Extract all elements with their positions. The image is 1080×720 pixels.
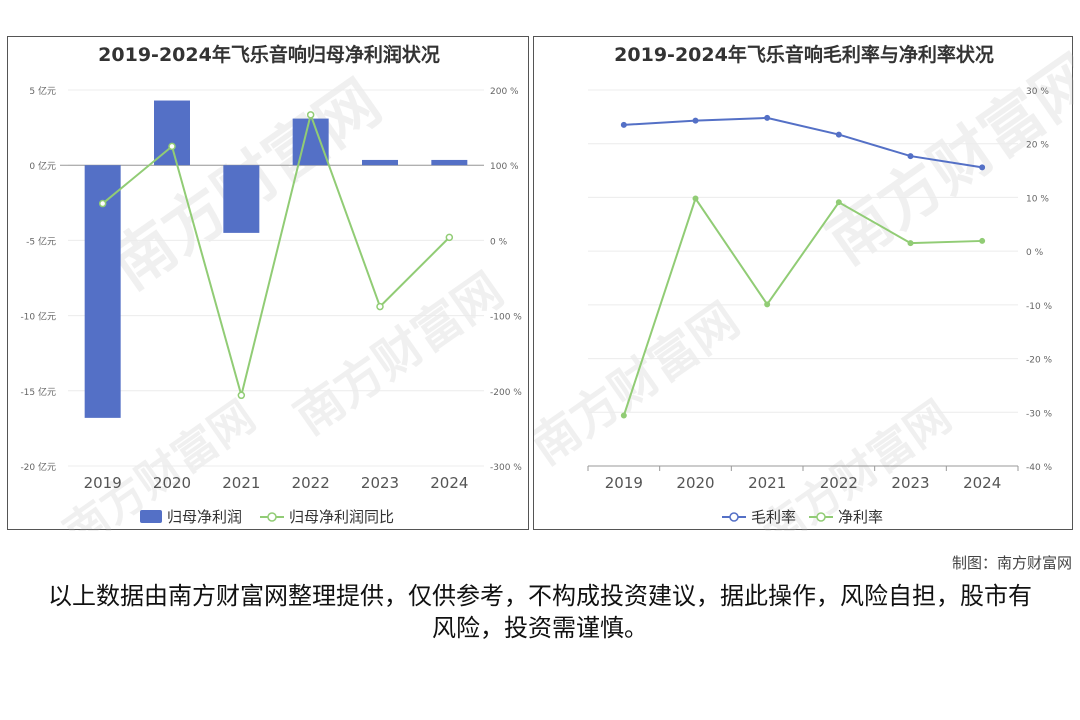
- legend-swatch-bar: [140, 510, 162, 523]
- x-axis-label: 2022: [292, 474, 330, 492]
- right-axis-tick-label: -30 %: [1026, 409, 1053, 419]
- yoy-point-2024: [445, 233, 454, 242]
- yoy-point-2021: [237, 391, 246, 400]
- legend-label-line: 归母净利润同比: [289, 508, 394, 526]
- left-axis-tick-label: -10 亿元: [20, 311, 56, 323]
- series-point-0-2020: [692, 117, 699, 124]
- x-axis-label: 2019: [84, 474, 122, 492]
- yoy-point-2019: [98, 199, 107, 208]
- x-axis-label: 2022: [820, 474, 858, 492]
- bar-2024: [431, 159, 468, 166]
- x-axis-label: 2024: [430, 474, 468, 492]
- right-axis-tick-label: -200 %: [490, 388, 522, 398]
- right-axis-tick-label: -20 %: [1026, 356, 1053, 366]
- chart-title: 2019-2024年飞乐音响归母净利润状况: [98, 43, 440, 66]
- right-axis-tick-label: 30 %: [1026, 87, 1049, 97]
- series-point-0-2021: [764, 114, 771, 121]
- series-point-0-2023: [907, 153, 914, 160]
- watermark-2: 南方财富网: [534, 292, 749, 476]
- bar-2019: [84, 165, 121, 418]
- series-point-1-2024: [979, 237, 986, 244]
- legend-label-0: 毛利率: [751, 508, 796, 526]
- series-line-0: [623, 116, 983, 169]
- yoy-point-2020: [168, 142, 176, 151]
- margin-chart: 南方财富网南方财富网南方财富网2019-2024年飞乐音响毛利率与净利率状况30…: [534, 41, 1074, 531]
- x-axis-label: 2023: [891, 474, 929, 492]
- yoy-line: [102, 111, 451, 400]
- right-axis-tick-label: 0 %: [490, 237, 508, 247]
- right-axis-tick-label: 10 %: [1026, 194, 1049, 204]
- x-axis-label: 2024: [963, 474, 1001, 492]
- left-axis-tick-label: -20 亿元: [20, 461, 56, 473]
- right-axis-tick-label: 20 %: [1026, 141, 1049, 151]
- right-axis-tick-label: -100 %: [490, 313, 522, 323]
- right-axis-tick-label: 100 %: [490, 162, 519, 172]
- left-axis-tick-label: -5 亿元: [26, 235, 56, 247]
- right-axis-tick-label: -10 %: [1026, 302, 1053, 312]
- right-axis-tick-label: 0 %: [1026, 248, 1044, 258]
- left-axis-tick-label: 5 亿元: [29, 85, 56, 97]
- left-axis-tick-label: -15 亿元: [20, 386, 56, 398]
- series-point-1-2019: [620, 412, 627, 419]
- x-axis-label: 2023: [361, 474, 399, 492]
- legend-swatch-marker-0: [729, 512, 739, 522]
- x-axis-label: 2020: [153, 474, 191, 492]
- watermark-2: 南方财富网: [284, 262, 513, 446]
- right-axis-tick-label: 200 %: [490, 87, 519, 97]
- yoy-point-2022: [306, 111, 315, 119]
- series-line-1: [622, 196, 983, 416]
- series-point-1-2022: [835, 199, 842, 206]
- disclaimer-text: 以上数据由南方财富网整理提供，仅供参考，不构成投资建议，据此操作，风险自担，股市…: [48, 582, 1032, 642]
- series-point-1-2021: [764, 301, 771, 308]
- credit-label: 制图：南方财富网: [951, 554, 1072, 572]
- bar-2023: [362, 159, 398, 166]
- x-axis-label: 2019: [605, 474, 643, 492]
- legend-label-1: 净利率: [838, 508, 883, 526]
- series-point-1-2020: [692, 195, 699, 202]
- yoy-point-2023: [376, 302, 384, 311]
- series-point-0-2024: [979, 164, 986, 171]
- legend-swatch-marker-1: [816, 512, 826, 522]
- series-point-1-2023: [907, 240, 914, 247]
- left-axis-tick-label: 0 亿元: [29, 160, 56, 172]
- bar-2022: [292, 118, 329, 166]
- x-axis-label: 2021: [748, 474, 786, 492]
- legend-swatch-line-marker: [267, 512, 277, 522]
- x-axis-label: 2021: [222, 474, 260, 492]
- right-axis-tick-label: -300 %: [490, 463, 522, 473]
- series-point-0-2019: [620, 121, 627, 128]
- x-axis-label: 2020: [676, 474, 714, 492]
- chart-title: 2019-2024年飞乐音响毛利率与净利率状况: [614, 43, 994, 66]
- chart-panel-margin: 南方财富网 南方财富网 南方财富网 2019-2024年飞乐音响毛利率与净利率状况 30…: [533, 36, 1074, 531]
- bar-2021: [223, 165, 260, 233]
- legend-label-bar: 归母净利润: [167, 508, 242, 526]
- right-axis-tick-label: -40 %: [1026, 463, 1053, 473]
- bar-2020: [154, 100, 190, 166]
- series-point-0-2022: [835, 131, 842, 138]
